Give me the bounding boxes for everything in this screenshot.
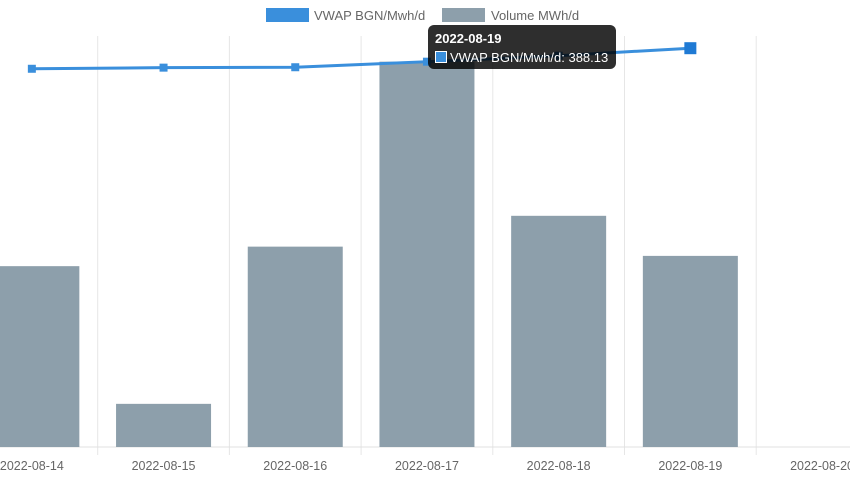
legend-label-volume[interactable]: Volume MWh/d: [491, 8, 579, 23]
point-vwap-2022-08-15[interactable]: [159, 63, 168, 72]
tooltip-title: 2022-08-19: [435, 31, 502, 46]
point-vwap-2022-08-16[interactable]: [291, 63, 300, 72]
bar-volume-2022-08-19[interactable]: [642, 255, 738, 447]
x-tick-label: 2022-08-18: [527, 459, 591, 473]
x-tick-label: 2022-08-20: [790, 459, 850, 473]
bar-volume-2022-08-15[interactable]: [116, 403, 212, 447]
x-axis-ticks: 2022-08-14 2022-08-15 2022-08-16 2022-08-17…: [0, 459, 850, 473]
x-tick-label: 2022-08-14: [0, 459, 64, 473]
bar-volume-2022-08-14[interactable]: [0, 266, 80, 447]
legend-label-vwap[interactable]: VWAP BGN/Mwh/d: [314, 8, 425, 23]
tooltip-swatch: [435, 51, 447, 63]
tooltip-row: VWAP BGN/Mwh/d: 388.13: [435, 49, 609, 66]
legend-swatch-volume[interactable]: [442, 8, 485, 22]
tooltip-label: VWAP BGN/Mwh/d: 388.13: [450, 50, 609, 65]
x-tick-label: 2022-08-17: [395, 459, 459, 473]
point-vwap-2022-08-19[interactable]: [684, 42, 697, 55]
legend[interactable]: VWAP BGN/Mwh/d Volume MWh/d: [266, 8, 579, 23]
legend-swatch-vwap[interactable]: [266, 8, 309, 22]
x-tick-label: 2022-08-15: [132, 459, 196, 473]
bar-volume-2022-08-16[interactable]: [247, 246, 343, 447]
tooltip: 2022-08-19 VWAP BGN/Mwh/d: 388.13: [428, 25, 616, 69]
point-vwap-2022-08-14[interactable]: [27, 64, 36, 73]
point-vwap-2022-08-17[interactable]: [422, 57, 431, 66]
volume-bars: [0, 61, 738, 447]
bar-volume-2022-08-17[interactable]: [379, 61, 475, 447]
x-tick-label: 2022-08-19: [658, 459, 722, 473]
bar-volume-2022-08-18[interactable]: [511, 215, 607, 447]
x-tick-label: 2022-08-16: [263, 459, 327, 473]
